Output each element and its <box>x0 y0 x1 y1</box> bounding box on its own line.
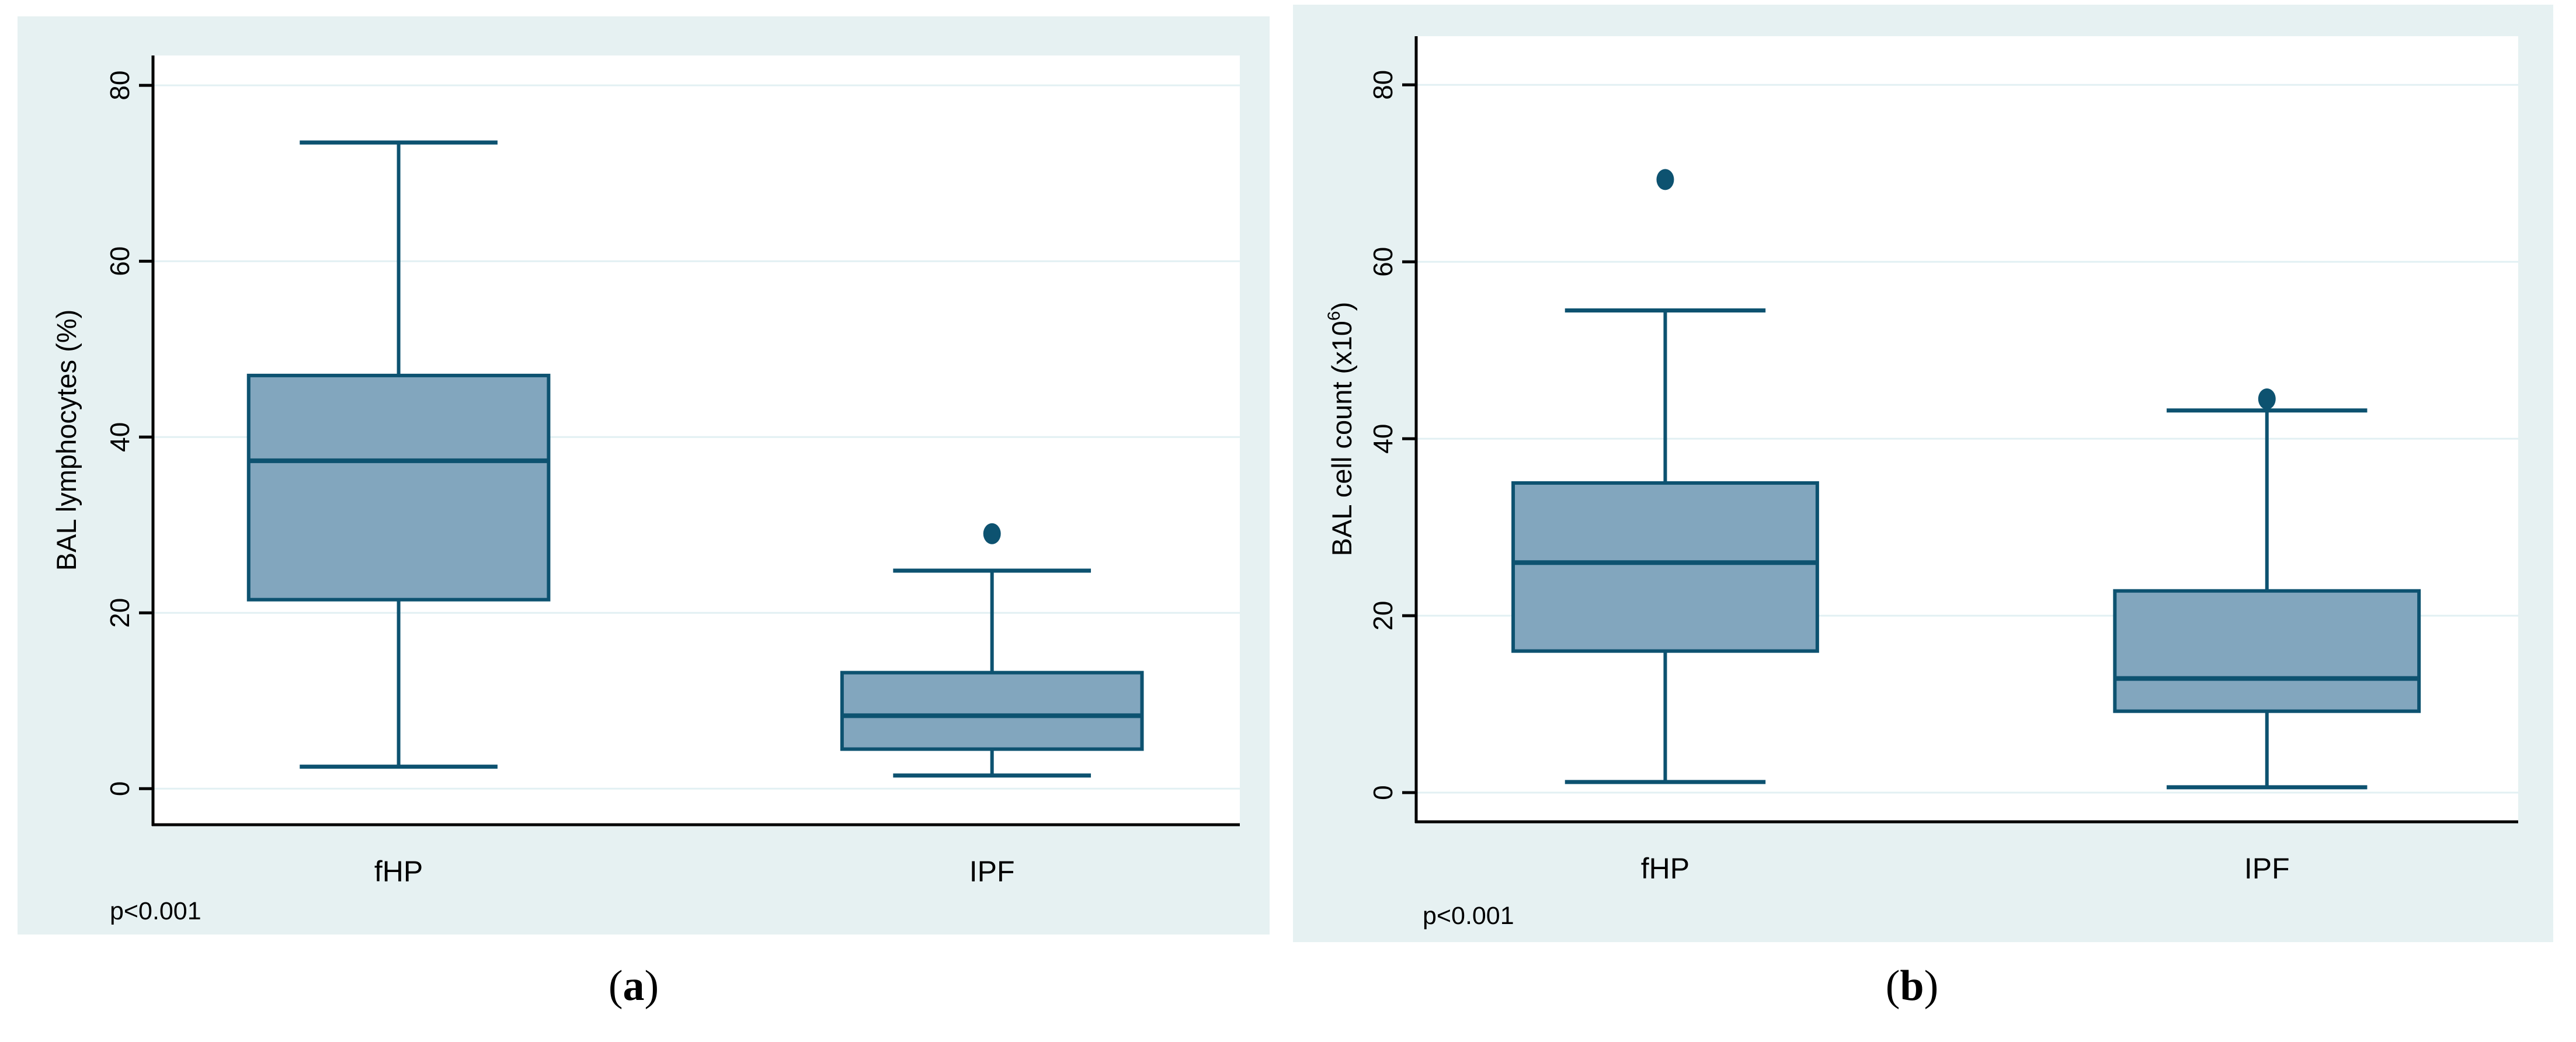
caption-b-close-paren: ) <box>1924 962 1939 1010</box>
boxplot-chart-b: fHP IPF 0 20 40 60 80 BAL cell count (x106) p<0.… <box>1293 5 2553 942</box>
chart-panel-b: fHP IPF 0 20 40 60 80 BAL cell count (x106) p<0.… <box>1293 5 2553 942</box>
panel-b-y-axis-title: BAL cell count (x106) <box>1324 302 1357 557</box>
panel-a-x-category-label-fHP: fHP <box>374 855 423 888</box>
caption-a-close-paren: ) <box>644 962 659 1010</box>
panel-a-y-tick-label-0: 0 <box>105 781 135 796</box>
panel-b-y-tick-label-0: 0 <box>1368 785 1398 800</box>
panel-a-y-tick-label-80: 80 <box>105 71 135 100</box>
caption-a: (a) <box>18 962 1250 1010</box>
caption-b-open-paren: ( <box>1885 962 1900 1010</box>
panel-b-y-tick-label-60: 60 <box>1368 247 1398 277</box>
panel-a-y-tick-label-60: 60 <box>105 246 135 276</box>
panel-b-y-tick-label-20: 20 <box>1368 601 1398 631</box>
panel-b-outlier-dot-fHP-0 <box>1656 169 1674 190</box>
panel-b-y-tick-label-40: 40 <box>1368 424 1398 454</box>
caption-b: (b) <box>1293 962 2531 1010</box>
panel-a-y-axis-title: BAL lymphocytes (%) <box>51 310 82 571</box>
panel-a-p-value-label: p<0.001 <box>110 897 201 925</box>
panel-b-y-tick-label-80: 80 <box>1368 70 1398 100</box>
panel-a-y-tick-label-40: 40 <box>105 422 135 452</box>
panel-b-outlier-dot-IPF-0 <box>2258 388 2276 410</box>
panel-a-outlier-dot-IPF-0 <box>983 523 1001 544</box>
panel-b-x-category-label-IPF: IPF <box>2244 852 2290 885</box>
panel-a-x-category-label-IPF: IPF <box>969 855 1015 888</box>
caption-a-open-paren: ( <box>608 962 623 1010</box>
panel-b-box-fHP <box>1511 481 1819 653</box>
panel-a-box-IPF <box>840 671 1144 751</box>
panel-b-p-value-label: p<0.001 <box>1423 902 1514 930</box>
panel-a-y-tick-label-20: 20 <box>105 598 135 628</box>
chart-panel-a: fHP IPF 0 20 40 60 80 BAL lymphocytes (%) p<0.00… <box>18 16 1270 935</box>
boxplot-chart-a: fHP IPF 0 20 40 60 80 BAL lymphocytes (%) p<0.00… <box>18 16 1270 935</box>
panel-b-box-IPF <box>2113 589 2421 713</box>
panel-a-box-fHP <box>246 373 551 602</box>
caption-b-letter: b <box>1900 962 1924 1010</box>
caption-a-letter: a <box>623 962 645 1010</box>
panel-b-x-category-label-fHP: fHP <box>1641 852 1689 885</box>
